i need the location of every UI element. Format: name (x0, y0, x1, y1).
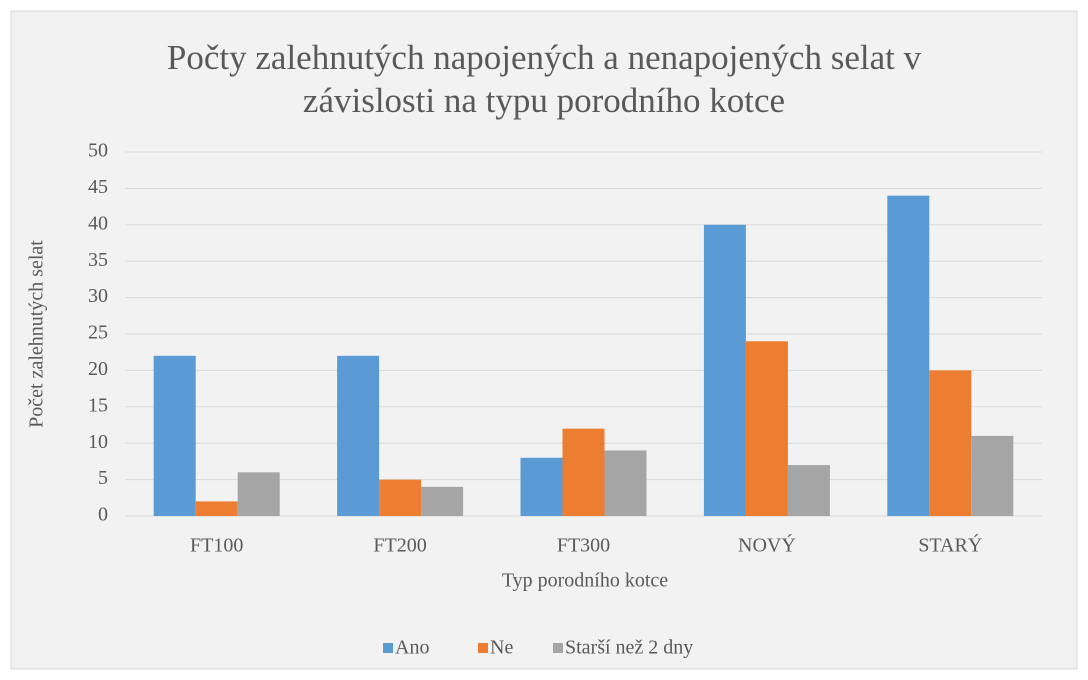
legend-label: Ano (395, 637, 429, 659)
y-tick-label: 20 (88, 358, 108, 380)
bar (929, 370, 972, 516)
bar (887, 195, 930, 516)
bar (195, 501, 238, 516)
legend-swatch (478, 643, 488, 653)
y-tick-label: 5 (98, 467, 108, 489)
bar (604, 450, 647, 516)
bar (787, 465, 830, 516)
x-tick-label: FT300 (557, 535, 610, 557)
y-axis-label: Počet zalehnutých selat (26, 240, 48, 428)
bar (745, 341, 788, 516)
y-tick-label: 30 (88, 285, 108, 307)
y-tick-label: 0 (98, 504, 108, 526)
legend-label: Starší než 2 dny (565, 637, 693, 659)
y-tick-label: 15 (88, 394, 108, 416)
y-tick-label: 45 (88, 176, 108, 198)
y-tick-label: 10 (88, 431, 108, 453)
bar (421, 486, 464, 516)
y-tick-label: 50 (88, 140, 108, 162)
y-tick-label: 35 (88, 249, 108, 271)
legend-swatch (383, 643, 393, 653)
x-tick-label: FT100 (190, 535, 243, 557)
bar (379, 479, 422, 516)
legend-swatch (553, 643, 563, 653)
bar (237, 472, 280, 516)
legend-label: Ne (490, 637, 513, 659)
chart-title: Počty zalehnutých napojených a nenapojen… (94, 36, 994, 122)
x-axis-label: Typ porodního kotce (502, 570, 668, 592)
bar (562, 428, 605, 516)
y-tick-label: 40 (88, 212, 108, 234)
bar (337, 355, 380, 516)
chart-title-text: Počty zalehnutých napojených a nenapojen… (166, 38, 922, 120)
bar (703, 224, 746, 517)
x-tick-label: NOVÝ (738, 534, 796, 557)
bar (971, 435, 1014, 516)
x-tick-label: FT200 (373, 535, 426, 557)
bar (520, 457, 563, 516)
y-tick-label: 25 (88, 322, 108, 344)
x-tick-label: STARÝ (918, 534, 982, 557)
bar (153, 355, 196, 516)
